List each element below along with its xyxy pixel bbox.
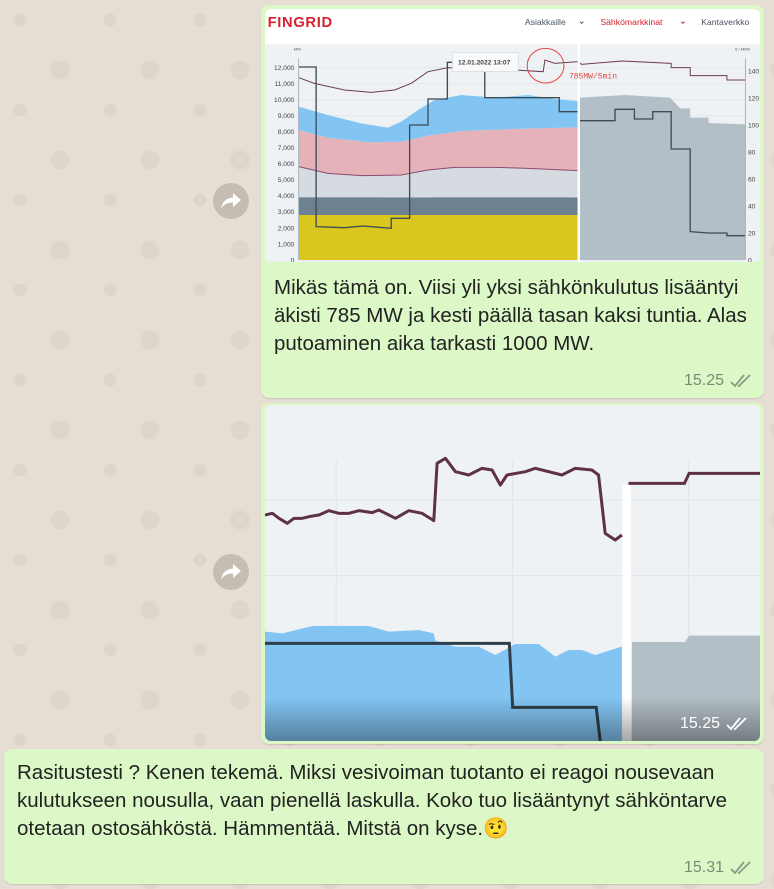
left-tick-label: 1,000 xyxy=(278,241,295,248)
tooltip-date: 12.01.2022 13:07 xyxy=(458,59,511,66)
price-line xyxy=(298,61,578,230)
double-check-icon xyxy=(730,374,751,388)
left-tick-label: 5,000 xyxy=(278,177,295,184)
area-hydro xyxy=(298,95,578,143)
timestamp: 15.25 xyxy=(683,372,724,389)
message-text: Rasitustesti ? Kenen tekemä. Miksi vesiv… xyxy=(17,759,752,843)
nav-kantaverkko: Kantaverkko xyxy=(701,17,749,27)
consumption-line xyxy=(265,456,623,542)
right-tick-label: 40 xyxy=(748,203,756,210)
zoomed-chart-image[interactable]: 15.25 xyxy=(265,405,760,741)
left-tick-label: 7,000 xyxy=(278,145,295,152)
annotation-text: 785MW/5min xyxy=(569,72,617,81)
tooltip xyxy=(452,52,519,72)
right-tick-label: 100 xyxy=(748,122,759,129)
message-time: 15.31 xyxy=(684,859,752,877)
fingrid-chart-image[interactable]: FINGRID Asiakkaille Sähkömarkkinat Kanta… xyxy=(265,9,760,262)
chevron-down-icon xyxy=(579,21,584,25)
right-tick-label: 80 xyxy=(748,149,756,156)
left-tick-label: 3,000 xyxy=(278,209,295,216)
message-bubble: Rasitustesti ? Kenen tekemä. Miksi vesiv… xyxy=(4,749,764,884)
left-tick-label: 11,000 xyxy=(274,81,294,88)
forward-icon xyxy=(221,564,241,580)
left-tick-label: 12,000 xyxy=(274,65,295,72)
consumption-line xyxy=(298,59,746,93)
area-base xyxy=(298,215,578,260)
timestamp: 15.25 xyxy=(679,715,720,732)
left-tick-label: 9,000 xyxy=(278,113,295,120)
nav-sahkomarkkinat: Sähkömarkkinat xyxy=(600,17,663,27)
message-time: 15.25 xyxy=(684,372,752,390)
message-bubble: 15.25 xyxy=(261,403,764,744)
area-import xyxy=(298,127,578,176)
message-text-body: Rasitustesti ? Kenen tekemä. Miksi vesiv… xyxy=(17,761,727,840)
left-tick-label: 2,000 xyxy=(278,225,295,232)
left-tick-label: 8,000 xyxy=(278,129,295,136)
consumption-forecast-line xyxy=(628,471,760,485)
message-text: Mikäs tämä on. Viisi yli yksi sähkönkulu… xyxy=(274,276,747,355)
right-tick-label: 60 xyxy=(748,176,756,183)
message-time: 15.25 xyxy=(680,715,748,733)
left-tick-label: 6,000 xyxy=(278,161,295,168)
area-forecast xyxy=(579,95,746,260)
left-tick-label: 0 xyxy=(291,257,295,262)
right-tick-label: 120 xyxy=(748,95,759,102)
message-bubble: FINGRID Asiakkaille Sähkömarkkinat Kanta… xyxy=(261,5,764,398)
left-tick-label: 10,000 xyxy=(274,97,295,104)
price-forecast-line xyxy=(579,108,746,237)
forward-button[interactable] xyxy=(213,183,249,219)
area-other xyxy=(298,195,578,215)
nav-asiakkaille: Asiakkaille xyxy=(525,17,566,27)
thinking-face-emoji: 🤨 xyxy=(483,817,509,840)
chevron-down-icon xyxy=(680,21,685,25)
left-axis-unit: MW xyxy=(294,47,301,52)
forward-icon xyxy=(221,193,241,209)
right-tick-label: 140 xyxy=(748,68,759,75)
right-tick-label: 20 xyxy=(748,230,756,237)
area-nuclear xyxy=(298,166,578,198)
right-axis-unit: € / MWh xyxy=(735,47,750,52)
double-check-icon xyxy=(730,861,751,875)
double-check-icon xyxy=(726,717,747,731)
left-tick-label: 4,000 xyxy=(278,193,295,200)
line-mid xyxy=(298,166,578,177)
timestamp: 15.31 xyxy=(683,859,724,876)
fingrid-logo: FINGRID xyxy=(268,15,333,31)
right-tick-label: 0 xyxy=(748,257,752,262)
forward-button[interactable] xyxy=(213,554,249,590)
annotation-circle xyxy=(526,47,565,84)
